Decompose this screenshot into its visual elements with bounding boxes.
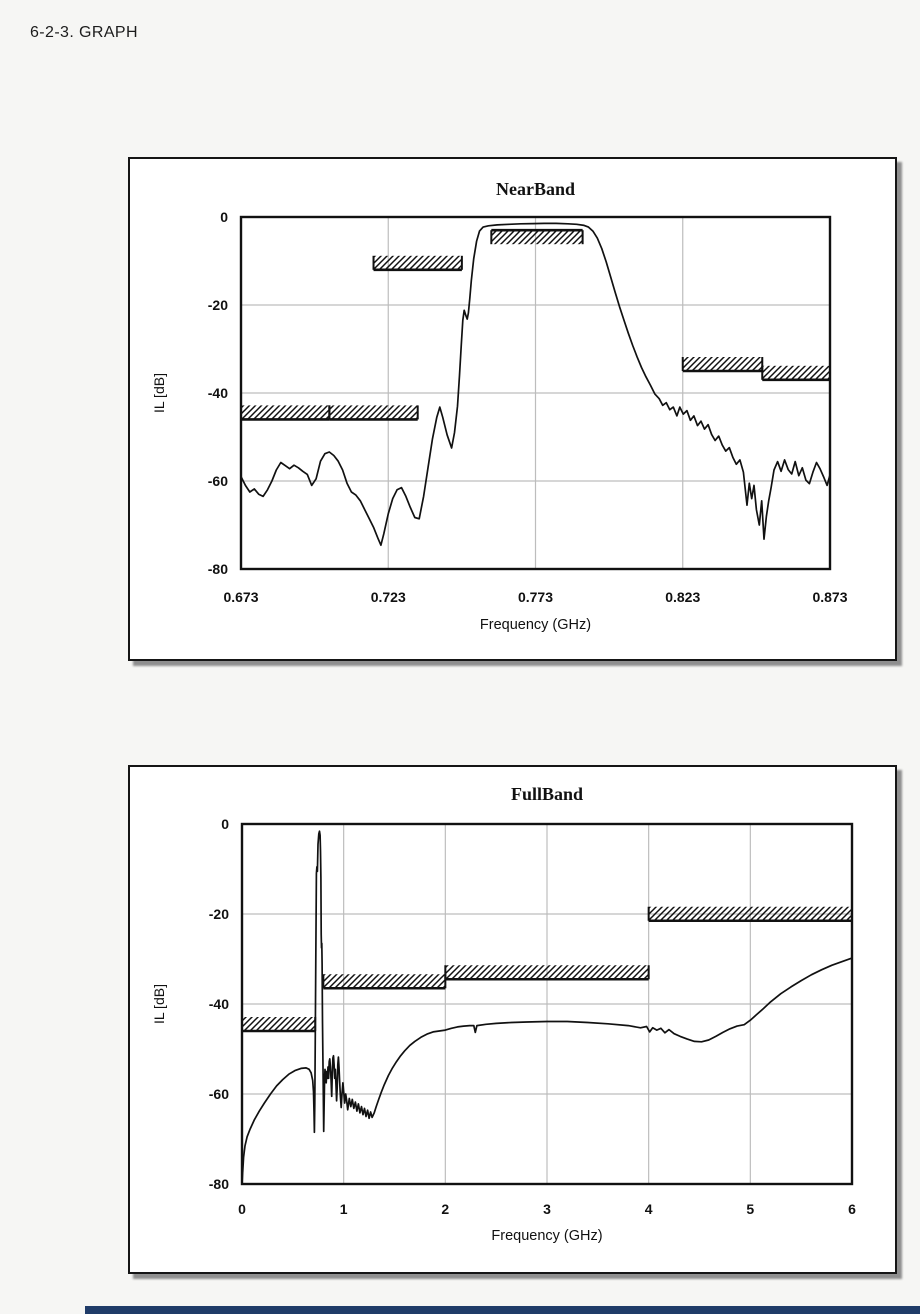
- limit-segment: [490, 228, 584, 245]
- limit-segment: [328, 405, 419, 421]
- x-tick-label: 0.823: [665, 589, 700, 605]
- limit-segment: [681, 357, 764, 373]
- y-axis-label: IL [dB]: [151, 373, 167, 413]
- fullband-chart: FullBand 0 -20 -40 -60 -80 0 1 2 3 4 5 6 Frequency (G…: [151, 784, 856, 1244]
- x-tick-label: 2: [441, 1201, 449, 1217]
- bottom-edge-bar: [85, 1306, 920, 1314]
- y-tick-label: -40: [208, 385, 228, 401]
- chart-title: NearBand: [496, 179, 575, 199]
- x-tick-label: 6: [848, 1201, 856, 1217]
- limit-segment: [322, 974, 447, 990]
- y-tick-label: -80: [208, 561, 228, 577]
- y-axis-label: IL [dB]: [151, 984, 167, 1024]
- limit-segment: [372, 255, 463, 272]
- y-tick-label: -60: [209, 1086, 229, 1102]
- x-axis-label: Frequency (GHz): [480, 617, 591, 633]
- section-heading: 6-2-3. GRAPH: [30, 24, 138, 41]
- limit-segment: [761, 365, 831, 382]
- il-curve: [241, 830, 853, 1185]
- x-tick-label: 0.773: [518, 589, 553, 605]
- chart-title: FullBand: [511, 784, 583, 804]
- y-tick-label: 0: [220, 209, 228, 225]
- fullband-chart-card: FullBand 0 -20 -40 -60 -80 0 1 2 3 4 5 6 Frequency (G…: [128, 765, 897, 1274]
- x-tick-label: 0.873: [812, 589, 847, 605]
- x-axis-label: Frequency (GHz): [491, 1228, 602, 1244]
- y-tick-label: -60: [208, 473, 228, 489]
- limit-segment: [241, 1017, 317, 1033]
- limit-segment: [647, 906, 853, 923]
- y-tick-label: -20: [208, 297, 228, 313]
- limit-segment: [444, 965, 650, 981]
- y-tick-label: -20: [209, 906, 229, 922]
- limit-segment: [240, 405, 331, 421]
- y-tick-label: 0: [221, 816, 229, 832]
- y-tick-label: -40: [209, 996, 229, 1012]
- plot-border: [239, 215, 832, 571]
- nearband-chart: NearBand 0 -20 -40 -60 -80 0.673 0.723 0.773 0.82…: [151, 179, 848, 633]
- il-curve: [240, 222, 831, 547]
- y-tick-label: -80: [209, 1176, 229, 1192]
- x-tick-label: 4: [645, 1201, 653, 1217]
- plot-border: [240, 822, 854, 1186]
- x-tick-label: 0.723: [371, 589, 406, 605]
- x-tick-label: 3: [543, 1201, 551, 1217]
- x-tick-label: 5: [746, 1201, 754, 1217]
- x-tick-label: 1: [340, 1201, 348, 1217]
- nearband-chart-card: NearBand 0 -20 -40 -60 -80 0.673 0.723 0.773 0.82…: [128, 157, 897, 661]
- x-tick-label: 0.673: [223, 589, 258, 605]
- x-tick-label: 0: [238, 1201, 246, 1217]
